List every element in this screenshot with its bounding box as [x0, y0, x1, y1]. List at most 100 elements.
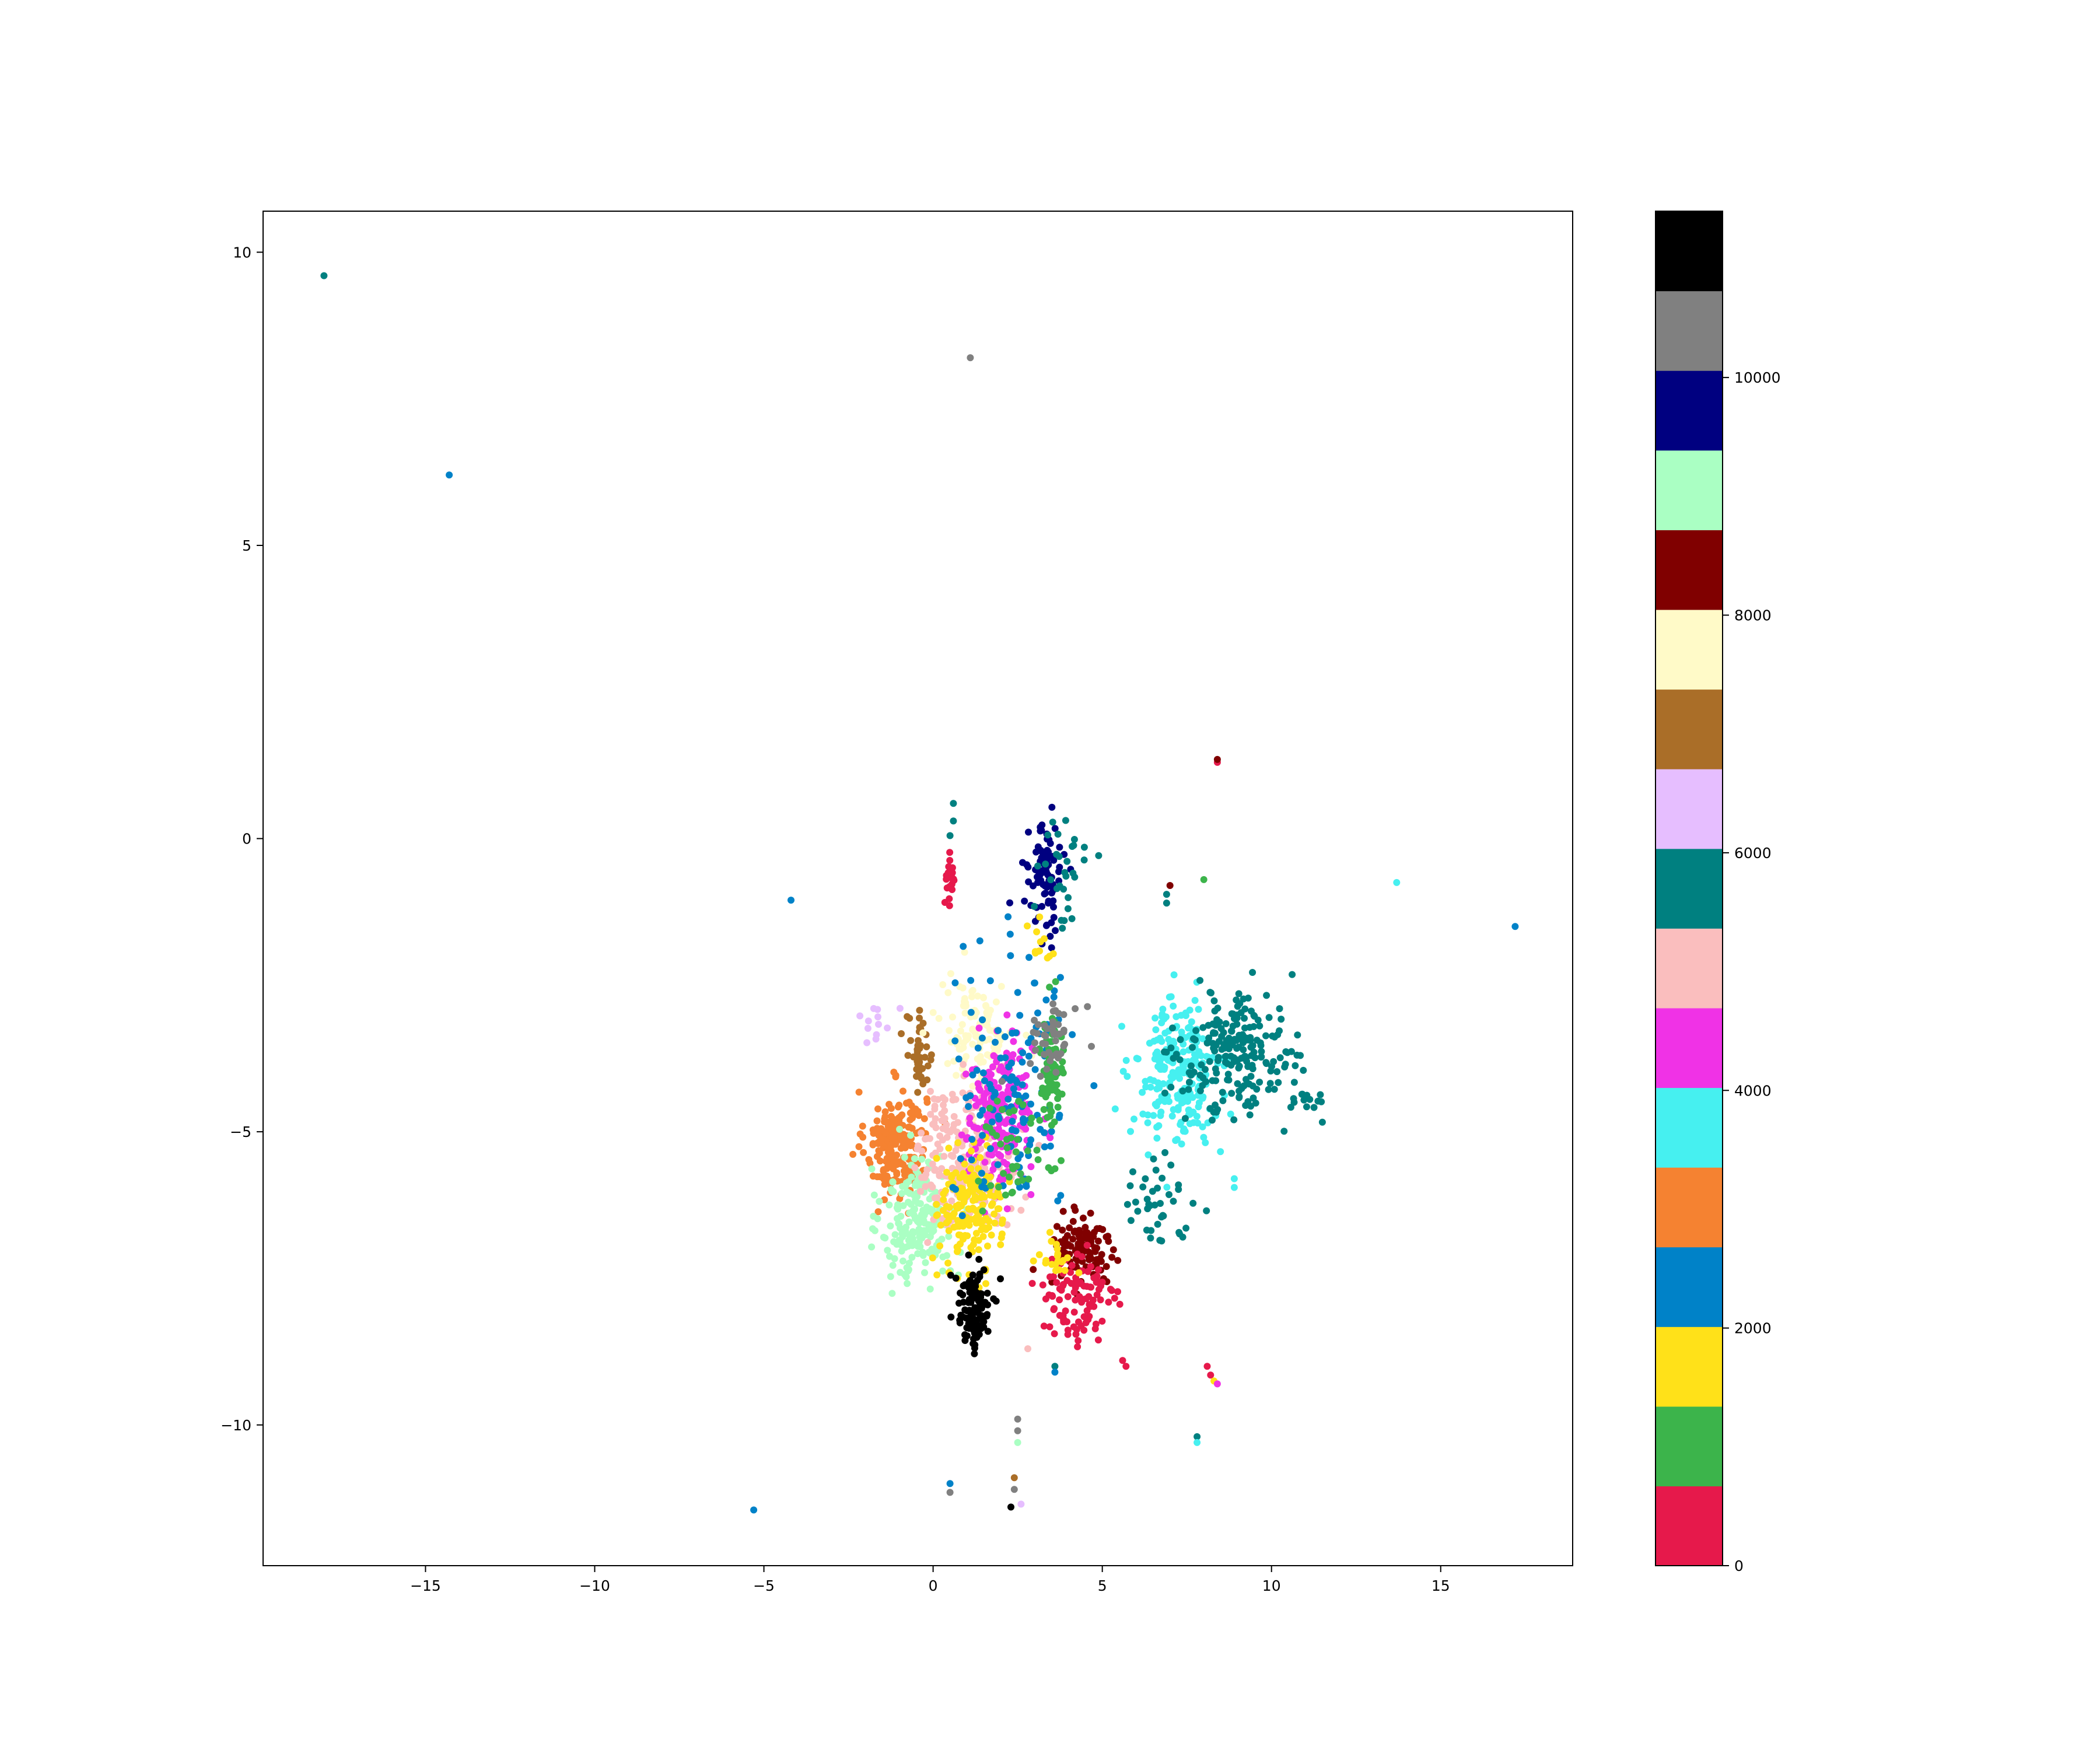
cluster-point — [963, 1189, 971, 1196]
cluster-point — [1160, 1212, 1167, 1220]
cluster-point — [1175, 1181, 1182, 1189]
cluster-point — [899, 1182, 907, 1190]
cluster-point — [1114, 1256, 1122, 1264]
cluster-point — [979, 1201, 986, 1209]
cluster-point — [975, 1139, 983, 1147]
cluster-point — [995, 1205, 1003, 1213]
cluster-point — [1042, 860, 1049, 868]
cluster-point — [988, 1231, 995, 1239]
cluster-point — [984, 1289, 991, 1297]
cluster-point — [1157, 1108, 1165, 1116]
cluster-point — [981, 1158, 989, 1166]
cluster-point — [962, 1070, 970, 1078]
cluster-point — [969, 1083, 977, 1090]
cluster-point — [890, 1122, 897, 1130]
cluster-point — [1228, 1090, 1236, 1097]
cluster-point — [1025, 828, 1032, 836]
cluster-point — [1006, 930, 1014, 938]
cluster-point — [1170, 971, 1178, 979]
cluster-point — [905, 1218, 913, 1226]
cluster-point — [1257, 1054, 1265, 1061]
cluster-point — [960, 1223, 967, 1230]
cluster-point — [1214, 1054, 1222, 1061]
cluster-point — [918, 1156, 926, 1163]
cluster-point — [1082, 1295, 1090, 1303]
cluster-point — [1070, 1203, 1078, 1211]
cluster-point — [1055, 868, 1062, 876]
scatter-point — [788, 897, 794, 904]
cluster-point — [1012, 1148, 1020, 1156]
cluster-point — [1078, 1253, 1086, 1261]
cluster-point — [923, 1203, 930, 1211]
cluster-point — [1154, 1063, 1162, 1070]
cluster-point — [1027, 1100, 1034, 1108]
cluster-point — [863, 1039, 871, 1046]
cluster-point — [1041, 1143, 1048, 1150]
scatter-points — [320, 272, 1519, 1514]
cluster-point — [1010, 1107, 1018, 1114]
cluster-point — [1262, 1059, 1270, 1066]
cluster-point — [887, 1222, 894, 1230]
cluster-point — [1041, 935, 1048, 943]
cluster-point — [1033, 1146, 1041, 1154]
cluster-point — [1209, 1116, 1216, 1124]
cluster-point — [939, 1125, 947, 1132]
cluster-point — [1253, 1037, 1261, 1044]
scatter-point — [1213, 1380, 1221, 1388]
scatter-point — [946, 832, 954, 839]
colorbar-segment — [1656, 1247, 1723, 1327]
cluster-point — [1231, 1015, 1238, 1023]
cluster-point — [979, 1191, 986, 1199]
cluster-point — [1210, 1029, 1217, 1037]
cluster-point — [966, 1307, 973, 1314]
cluster-point — [1047, 876, 1055, 884]
cluster-point — [1132, 1198, 1139, 1206]
cluster-point — [966, 1114, 974, 1122]
cluster-point — [1058, 1258, 1066, 1266]
cluster-point — [1227, 1027, 1235, 1035]
cluster-point — [1107, 1286, 1114, 1293]
cluster-point — [1063, 858, 1071, 865]
scatter-point — [946, 1489, 954, 1496]
cluster-point — [1034, 843, 1042, 850]
cluster-point — [1199, 1024, 1207, 1031]
cluster-point — [907, 1132, 914, 1139]
cluster-point — [1189, 1108, 1197, 1116]
cluster-point — [933, 1154, 940, 1162]
cluster-point — [929, 1009, 937, 1016]
cluster-point — [1124, 1073, 1131, 1080]
cluster-point — [1202, 1066, 1209, 1073]
cluster-point — [934, 1211, 941, 1219]
cluster-point — [1225, 1076, 1233, 1084]
cluster-point — [998, 983, 1005, 990]
cluster-point — [955, 1231, 963, 1238]
cluster-point — [973, 1066, 981, 1074]
cluster-point — [1052, 927, 1059, 935]
cluster-point — [980, 1266, 988, 1273]
x-axis: −15 −10 −5 0 5 10 15 — [410, 1566, 1450, 1594]
cluster-point — [984, 1328, 992, 1335]
cluster-point — [860, 1149, 867, 1156]
cluster-point — [1068, 915, 1076, 922]
cluster-point — [954, 1119, 961, 1126]
cluster-point — [1027, 1136, 1035, 1143]
cluster-point — [1270, 1086, 1278, 1093]
cluster-point — [946, 849, 954, 856]
cluster-point — [873, 1173, 881, 1181]
cluster-point — [977, 1059, 984, 1066]
cluster-point — [869, 1140, 877, 1147]
x-tick-label: 15 — [1432, 1577, 1450, 1594]
x-tick-label: 5 — [1098, 1577, 1107, 1594]
cluster-point — [897, 1213, 905, 1220]
cluster-point — [1213, 1069, 1220, 1077]
cluster-point — [975, 1246, 982, 1254]
colorbar-segment — [1656, 1486, 1723, 1566]
cluster-point — [977, 1290, 984, 1297]
cluster-point — [1173, 1136, 1181, 1143]
cluster-point — [929, 1254, 936, 1262]
cluster-point — [918, 1129, 925, 1137]
cluster-point — [1244, 995, 1252, 1002]
cluster-point — [886, 1201, 893, 1209]
cluster-point — [927, 1056, 935, 1063]
cluster-point — [916, 1243, 924, 1251]
